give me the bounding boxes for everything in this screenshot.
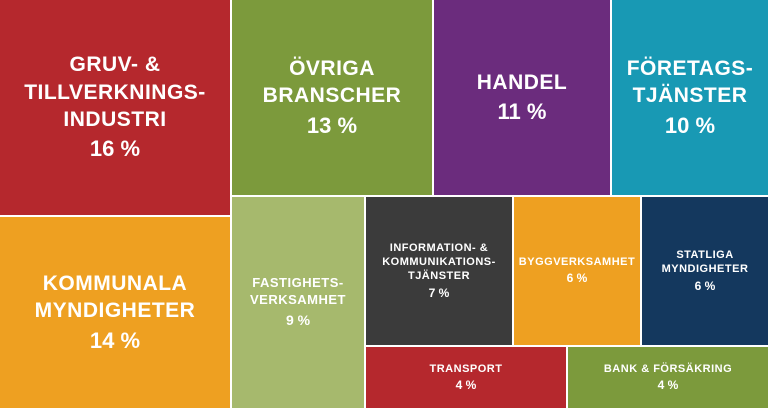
tile-value: 7 % [428, 285, 450, 300]
tile-value: 11 % [497, 98, 547, 124]
tile-label: INFORMATION- & KOMMUNIKATIONS- TJÄNSTER [382, 241, 496, 283]
tile-value: 13 % [306, 112, 358, 138]
treemap-tile: GRUV- & TILLVERKNINGS- INDUSTRI 16 % [0, 0, 230, 215]
tile-value: 6 % [566, 271, 588, 286]
treemap-tile: KOMMUNALA MYNDIGHETER 14 % [0, 217, 230, 408]
tile-label: FASTIGHETS- VERKSAMHET [249, 275, 346, 308]
tile-value: 9 % [285, 312, 311, 329]
tile-value: 16 % [89, 136, 141, 162]
treemap-tile: FASTIGHETS- VERKSAMHET 9 % [232, 197, 364, 408]
tile-value: 10 % [664, 112, 716, 138]
treemap-tile: TRANSPORT 4 % [366, 347, 566, 408]
tile-label: GRUV- & TILLVERKNINGS- INDUSTRI [24, 53, 206, 131]
tile-label: HANDEL [476, 70, 568, 94]
tile-value: 14 % [89, 327, 141, 353]
tile-value: 4 % [657, 377, 679, 392]
tile-label: STATLIGA MYNDIGHETER [661, 248, 749, 276]
tile-label: TRANSPORT [429, 362, 503, 375]
tile-label: FÖRETAGS- TJÄNSTER [626, 56, 754, 108]
tile-label: BANK & FÖRSÄKRING [603, 362, 733, 375]
tile-label: KOMMUNALA MYNDIGHETER [34, 271, 196, 323]
treemap-tile: INFORMATION- & KOMMUNIKATIONS- TJÄNSTER 7… [366, 197, 512, 345]
treemap-tile: ÖVRIGA BRANSCHER 13 % [232, 0, 432, 195]
treemap-tile: HANDEL 11 % [434, 0, 610, 195]
treemap-tile: STATLIGA MYNDIGHETER 6 % [642, 197, 768, 345]
treemap-tile: FÖRETAGS- TJÄNSTER 10 % [612, 0, 768, 195]
treemap-tile: BYGGVERKSAMHET 6 % [514, 197, 640, 345]
treemap-tile: BANK & FÖRSÄKRING 4 % [568, 347, 768, 408]
tile-value: 6 % [694, 278, 716, 293]
tile-label: BYGGVERKSAMHET [518, 256, 636, 269]
tile-label: ÖVRIGA BRANSCHER [262, 56, 402, 108]
tile-value: 4 % [455, 377, 477, 392]
